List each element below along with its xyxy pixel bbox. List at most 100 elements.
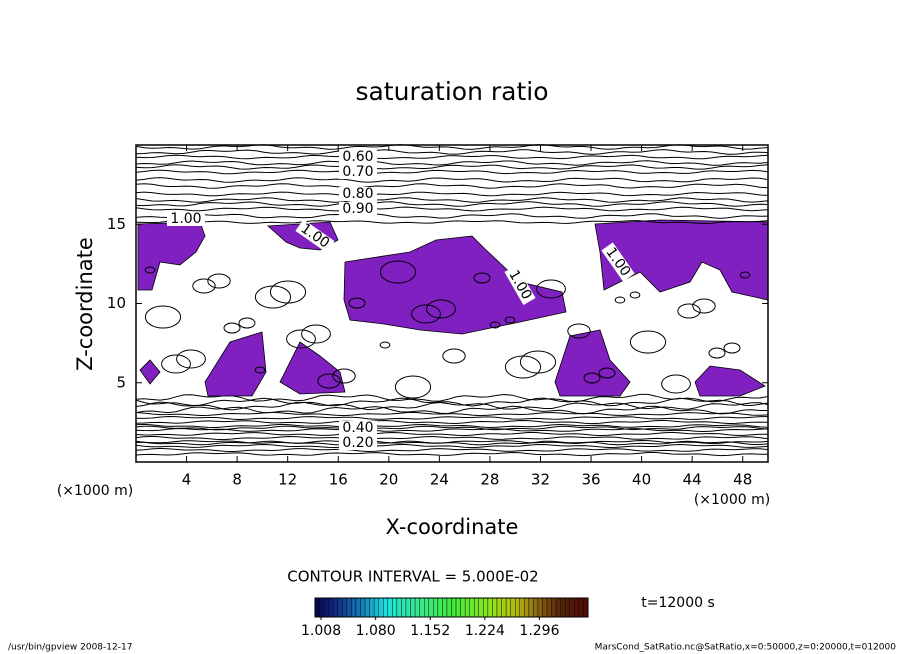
colorbar-swatch	[323, 597, 329, 618]
contour-line	[723, 342, 741, 354]
colorbar-swatch	[519, 597, 525, 618]
y-tick-label: 10	[107, 294, 126, 312]
filled-region	[554, 329, 631, 397]
colorbar-swatch	[387, 597, 393, 618]
contour-line	[135, 425, 769, 431]
colorbar-tick-label: 1.296	[519, 623, 559, 639]
contour-line	[223, 322, 241, 334]
y-tick-label: 15	[107, 215, 126, 233]
colorbar-swatch	[551, 597, 557, 618]
colorbar-swatch	[333, 597, 338, 618]
colorbar-swatch	[364, 597, 370, 618]
colorbar-swatch	[442, 597, 448, 618]
x-tick-label: 40	[632, 471, 651, 489]
contour-line	[207, 273, 231, 289]
colorbar-swatch	[542, 597, 548, 618]
contour-line	[135, 191, 769, 197]
colorbar-swatch	[337, 597, 343, 618]
contour-line	[144, 266, 156, 274]
colorbar-swatch	[496, 597, 502, 618]
contour-label: 0.90	[342, 201, 373, 217]
contour-line	[135, 201, 769, 207]
colorbar-swatch	[383, 597, 389, 618]
x-tick-label: 28	[480, 471, 499, 489]
contour-label: 0.20	[342, 435, 373, 451]
contour-line	[192, 278, 216, 294]
colorbar-frame	[314, 597, 589, 618]
colorbar-swatch	[537, 597, 543, 618]
contour-line	[135, 169, 769, 175]
colorbar-tick-label: 1.224	[465, 623, 505, 639]
x-tick-label: 20	[379, 471, 398, 489]
contour-line	[161, 354, 191, 374]
contour-line	[317, 373, 341, 389]
colorbar-swatch	[546, 597, 552, 618]
colorbar-swatch	[492, 597, 498, 618]
x-tick-label: 44	[683, 471, 702, 489]
contour-line	[135, 213, 769, 219]
contour-line	[135, 451, 768, 457]
contour-line	[254, 285, 292, 309]
colorbar-swatch	[505, 597, 511, 618]
colorbar: 1.008 1.080 1.152 1.224 1.296	[301, 597, 589, 639]
x-tick-label: 4	[182, 471, 192, 489]
colorbar-swatch	[574, 597, 580, 618]
contour-line	[135, 435, 769, 441]
colorbar-swatch	[524, 597, 530, 618]
footer-left: /usr/bin/gpview 2008-12-17	[8, 643, 132, 653]
contour-label-bg	[167, 212, 205, 226]
colorbar-swatch	[328, 597, 334, 618]
contour-line	[473, 272, 491, 284]
contour-line	[135, 397, 769, 407]
colorbar-swatch	[483, 597, 489, 618]
contour-label-bg	[339, 150, 377, 164]
colorbar-swatch	[533, 597, 539, 618]
contour-line	[135, 183, 769, 189]
contour-line	[135, 177, 769, 183]
x-tick-label: 48	[733, 471, 752, 489]
contour-label-bg	[339, 165, 377, 179]
colorbar-swatch	[360, 597, 366, 618]
colorbar-swatch	[565, 597, 571, 618]
contour-line	[135, 415, 768, 421]
contour-line	[614, 296, 626, 304]
colorbar-swatch	[392, 597, 398, 618]
colorbar-swatch	[510, 597, 516, 618]
contour-line	[739, 271, 751, 279]
contour-label-bg	[339, 436, 377, 450]
colorbar-swatch	[555, 597, 561, 618]
contour-line	[442, 348, 466, 364]
contour-line	[135, 405, 768, 415]
contour-line	[135, 149, 769, 155]
contour-line	[708, 347, 726, 359]
contour-label: 0.70	[342, 164, 373, 180]
colorbar-swatch	[487, 597, 493, 618]
colorbar-swatch	[515, 597, 520, 618]
colorbar-swatch	[414, 597, 420, 618]
colorbar-swatch	[319, 597, 325, 618]
contour-line	[301, 324, 331, 344]
colorbar-swatch	[342, 597, 348, 618]
contour-line	[504, 355, 542, 379]
colorbar-swatch	[351, 597, 357, 618]
x-tick-label: 32	[531, 471, 550, 489]
contour-label-bg	[504, 265, 536, 305]
contour-line	[489, 321, 501, 329]
contour-line	[135, 206, 769, 212]
filled-region	[204, 331, 267, 397]
contour-label-bg	[339, 202, 377, 216]
chart-title: saturation ratio	[355, 77, 548, 106]
colorbar-swatch	[464, 597, 470, 618]
colorbar-swatch	[528, 597, 534, 618]
contour-label: 0.80	[342, 186, 373, 202]
colorbar-swatch	[478, 597, 484, 618]
colorbar-swatch	[460, 597, 466, 618]
contour-interval: CONTOUR INTERVAL = 5.000E-02	[287, 568, 538, 586]
x-tick-label: 36	[581, 471, 600, 489]
colorbar-swatch	[428, 597, 434, 618]
contour-line	[135, 428, 769, 433]
contour-line	[411, 304, 441, 324]
colorbar-swatch	[396, 597, 402, 618]
contour-line	[135, 411, 769, 417]
contour-line	[238, 317, 256, 329]
